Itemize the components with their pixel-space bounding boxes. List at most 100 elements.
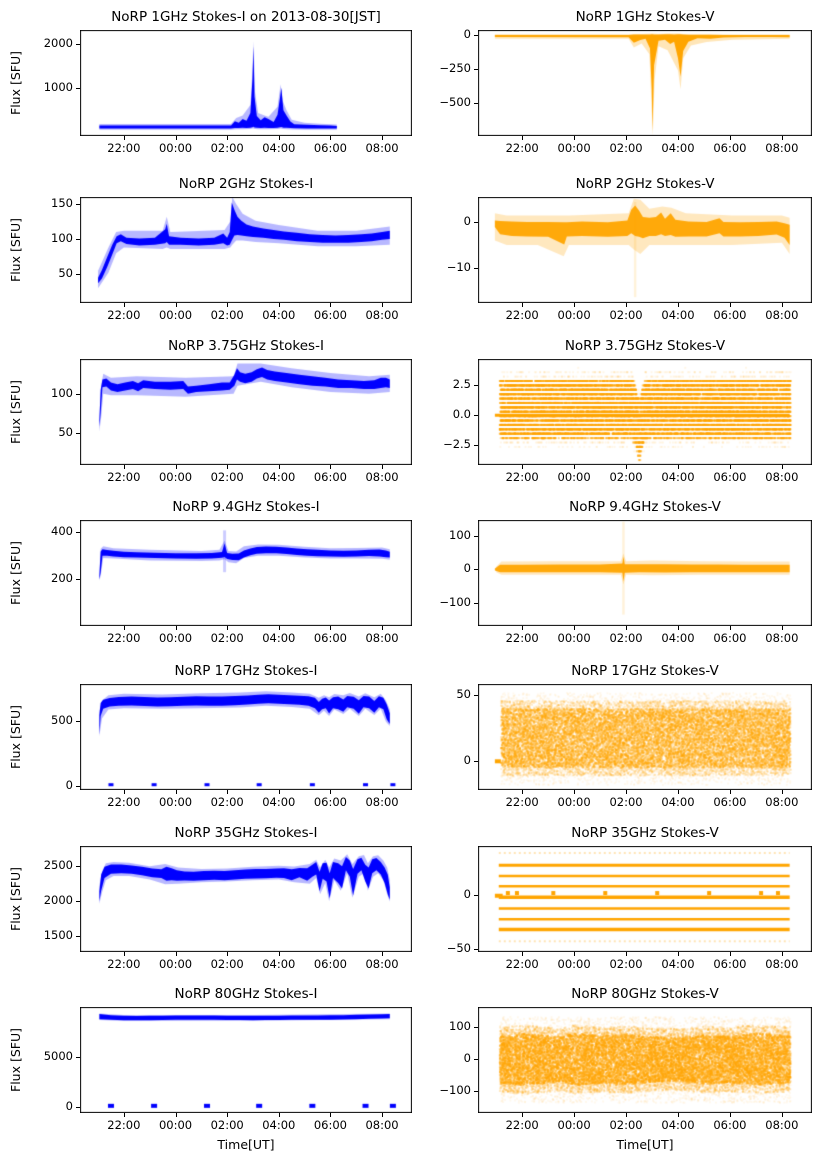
x-tick-mark: [626, 303, 628, 307]
x-tick-label: 22:00: [505, 308, 539, 322]
x-tick-mark: [626, 465, 628, 469]
x-tick-label: 02:00: [609, 308, 643, 322]
x-tick-label: 04:00: [661, 795, 695, 809]
y-tick-mark: [76, 532, 80, 534]
y-axis-label: Flux [SFU]: [8, 705, 23, 769]
x-tick-label: 00:00: [557, 795, 591, 809]
y-tick-label: 0: [463, 753, 471, 768]
x-tick-mark: [677, 952, 679, 956]
x-tick-label: 02:00: [210, 1118, 244, 1132]
x-tick-label: 22:00: [505, 1118, 539, 1132]
chart-title: NoRP 3.75GHz Stokes-I: [168, 338, 324, 354]
x-tick-mark: [677, 136, 679, 140]
x-tick-label: 06:00: [713, 141, 747, 155]
y-tick-label: 2.5: [452, 377, 471, 392]
x-tick-label: 06:00: [713, 470, 747, 484]
y-axis-label: Flux [SFU]: [8, 1028, 23, 1092]
x-tick-mark: [574, 303, 576, 307]
x-tick-label: 04:00: [262, 308, 296, 322]
y-tick-label: 50: [456, 686, 471, 701]
plot-canvas-2ghz-stokes-v: [478, 197, 812, 303]
x-tick-label: 02:00: [609, 1118, 643, 1132]
y-axis-label: Flux [SFU]: [8, 541, 23, 605]
plot-canvas-35ghz-stokes-i: [80, 846, 412, 952]
x-tick-mark: [626, 626, 628, 630]
x-tick-label: 02:00: [609, 795, 643, 809]
x-tick-label: 02:00: [609, 631, 643, 645]
y-tick-label: −50: [446, 940, 471, 955]
x-tick-mark: [522, 1113, 524, 1117]
x-tick-mark: [175, 952, 177, 956]
x-tick-label: 00:00: [158, 631, 193, 645]
x-tick-mark: [227, 790, 229, 794]
x-axis-label: Time[UT]: [616, 1137, 674, 1152]
y-tick-label: 150: [51, 196, 73, 211]
x-tick-mark: [729, 465, 731, 469]
x-tick-label: 00:00: [557, 470, 591, 484]
y-tick-label: 100: [51, 231, 73, 246]
x-tick-mark: [522, 303, 524, 307]
x-tick-mark: [330, 1113, 332, 1117]
x-tick-mark: [677, 790, 679, 794]
y-tick-mark: [474, 1058, 478, 1060]
y-tick-mark: [474, 415, 478, 417]
x-tick-label: 02:00: [210, 957, 244, 971]
x-tick-mark: [278, 790, 280, 794]
x-tick-label: 08:00: [765, 470, 799, 484]
x-tick-mark: [278, 1113, 280, 1117]
plot-canvas-9.4ghz-stokes-i: [80, 520, 412, 626]
x-tick-mark: [626, 790, 628, 794]
y-tick-mark: [76, 433, 80, 435]
y-tick-mark: [474, 35, 478, 37]
x-tick-label: 02:00: [210, 795, 244, 809]
chart-title: NoRP 17GHz Stokes-V: [571, 663, 719, 679]
x-tick-mark: [522, 465, 524, 469]
y-tick-label: 0: [463, 27, 471, 42]
x-tick-label: 04:00: [262, 470, 296, 484]
y-tick-mark: [474, 602, 478, 604]
x-tick-label: 22:00: [505, 141, 539, 155]
x-tick-mark: [175, 136, 177, 140]
x-tick-mark: [781, 136, 783, 140]
x-tick-mark: [278, 626, 280, 630]
x-tick-label: 22:00: [107, 308, 141, 322]
x-tick-label: 04:00: [661, 141, 695, 155]
y-tick-mark: [76, 936, 80, 938]
y-tick-label: 2000: [43, 893, 73, 908]
y-tick-mark: [76, 721, 80, 723]
y-tick-label: −100: [439, 1082, 471, 1097]
x-tick-mark: [522, 626, 524, 630]
x-tick-label: 22:00: [107, 795, 141, 809]
chart-title: NoRP 2GHz Stokes-I: [178, 176, 314, 192]
x-tick-mark: [330, 136, 332, 140]
x-tick-mark: [522, 952, 524, 956]
y-tick-mark: [76, 393, 80, 395]
x-tick-mark: [227, 1113, 229, 1117]
x-tick-label: 06:00: [313, 470, 347, 484]
y-tick-mark: [474, 103, 478, 105]
y-tick-label: 1000: [43, 79, 73, 94]
y-tick-label: 2000: [43, 36, 73, 51]
x-tick-mark: [574, 1113, 576, 1117]
x-tick-label: 06:00: [713, 957, 747, 971]
x-tick-label: 08:00: [765, 1118, 799, 1132]
chart-title: NoRP 35GHz Stokes-V: [571, 825, 719, 841]
plot-canvas-9.4ghz-stokes-v: [478, 520, 812, 626]
x-tick-mark: [626, 952, 628, 956]
y-axis-label: Flux [SFU]: [8, 218, 23, 282]
x-tick-mark: [626, 136, 628, 140]
x-tick-mark: [522, 136, 524, 140]
x-tick-label: 08:00: [765, 631, 799, 645]
y-tick-mark: [76, 785, 80, 787]
y-tick-label: 5000: [43, 1048, 73, 1063]
y-tick-label: 500: [51, 713, 73, 728]
x-tick-label: 04:00: [262, 957, 296, 971]
x-tick-mark: [123, 136, 125, 140]
x-tick-mark: [123, 626, 125, 630]
x-tick-mark: [278, 136, 280, 140]
x-tick-label: 04:00: [661, 470, 695, 484]
x-tick-mark: [175, 790, 177, 794]
x-tick-mark: [781, 303, 783, 307]
chart-title: NoRP 1GHz Stokes-V: [575, 9, 715, 25]
x-tick-label: 02:00: [210, 308, 244, 322]
